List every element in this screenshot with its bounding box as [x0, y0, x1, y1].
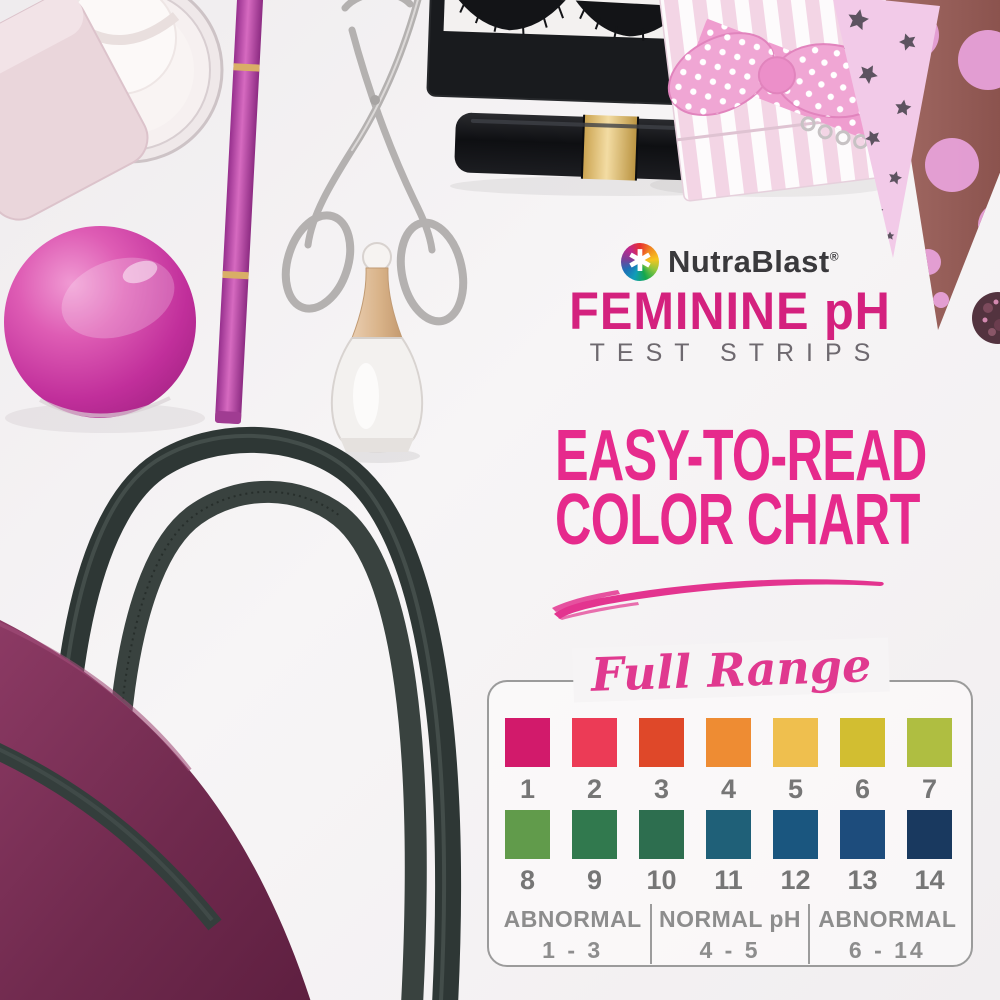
perfume-bottle — [330, 242, 424, 453]
zone-abnormal-low: ABNORMAL 1 - 3 — [503, 906, 642, 963]
rosette-decoration — [972, 292, 1000, 344]
pink-cream-jar — [4, 226, 196, 418]
ph-swatch-12 — [773, 810, 818, 859]
product-name: FEMININE pH — [569, 282, 891, 341]
swatch-labels-acidic: 1 2 3 4 5 6 7 — [505, 774, 952, 805]
ph-number: 12 — [780, 865, 811, 895]
gift-box — [657, 0, 894, 202]
brush-stroke-underline — [552, 579, 884, 620]
ph-color-chart-card: 1 2 3 4 5 6 7 8 9 10 11 12 13 14 — [487, 680, 973, 967]
ph-swatch-4 — [706, 718, 751, 767]
handbag-body — [0, 620, 311, 1000]
ph-swatch-11 — [706, 810, 751, 859]
false-lashes-tray — [426, 0, 688, 106]
ph-number: 2 — [586, 774, 603, 804]
swatch-row-alkaline — [505, 810, 952, 859]
ribbon-bow — [667, 32, 888, 119]
ph-swatch-1 — [505, 718, 550, 767]
registered-mark: ® — [829, 249, 840, 264]
pinwheel-icon — [620, 243, 659, 281]
eyeliner-pencil — [214, 0, 264, 424]
ph-swatch-7 — [907, 718, 952, 767]
product-subtitle: TEST STRIPS — [589, 339, 883, 367]
star-bunting-flag — [832, 0, 940, 258]
chart-title: Full Range — [487, 637, 975, 703]
ph-number: 11 — [714, 865, 743, 895]
ph-swatch-9 — [572, 810, 617, 859]
ph-number: 13 — [847, 865, 878, 895]
swatch-labels-alkaline: 8 9 10 11 12 13 14 — [505, 865, 952, 896]
brand-name: NutraBlast® — [667, 244, 840, 279]
ph-swatch-5 — [773, 718, 818, 767]
zone-legend: ABNORMAL 1 - 3 NORMAL pH 4 - 5 ABNORMAL … — [495, 904, 965, 964]
ph-number: 1 — [519, 774, 536, 804]
ph-swatch-2 — [572, 718, 617, 767]
swatch-row-acidic — [505, 718, 952, 767]
ph-number: 9 — [586, 865, 603, 895]
headline: EASY-TO-READ COLOR CHART — [480, 416, 980, 560]
eyelash-curler-icon — [281, 0, 468, 326]
ph-number: 3 — [653, 774, 670, 804]
ph-swatch-13 — [840, 810, 885, 859]
ph-swatch-6 — [840, 718, 885, 767]
ph-number: 7 — [921, 774, 938, 804]
ph-number: 5 — [787, 774, 804, 804]
ph-number: 8 — [519, 865, 536, 895]
ph-number: 10 — [646, 865, 677, 895]
ph-number: 4 — [720, 774, 737, 804]
ph-swatch-14 — [907, 810, 952, 859]
headline-line2: COLOR CHART — [555, 480, 920, 560]
ph-number: 6 — [854, 774, 871, 804]
ph-swatch-3 — [639, 718, 684, 767]
brand-logo-row: NutraBlast® — [500, 243, 960, 281]
powder-jar-lid — [0, 0, 149, 221]
ph-swatch-8 — [505, 810, 550, 859]
zone-normal: NORMAL pH 4 - 5 — [650, 904, 810, 964]
ph-number: 14 — [914, 865, 945, 895]
ph-swatch-10 — [639, 810, 684, 859]
zone-abnormal-high: ABNORMAL 6 - 14 — [818, 906, 957, 963]
headline-line1: EASY-TO-READ — [555, 416, 927, 496]
